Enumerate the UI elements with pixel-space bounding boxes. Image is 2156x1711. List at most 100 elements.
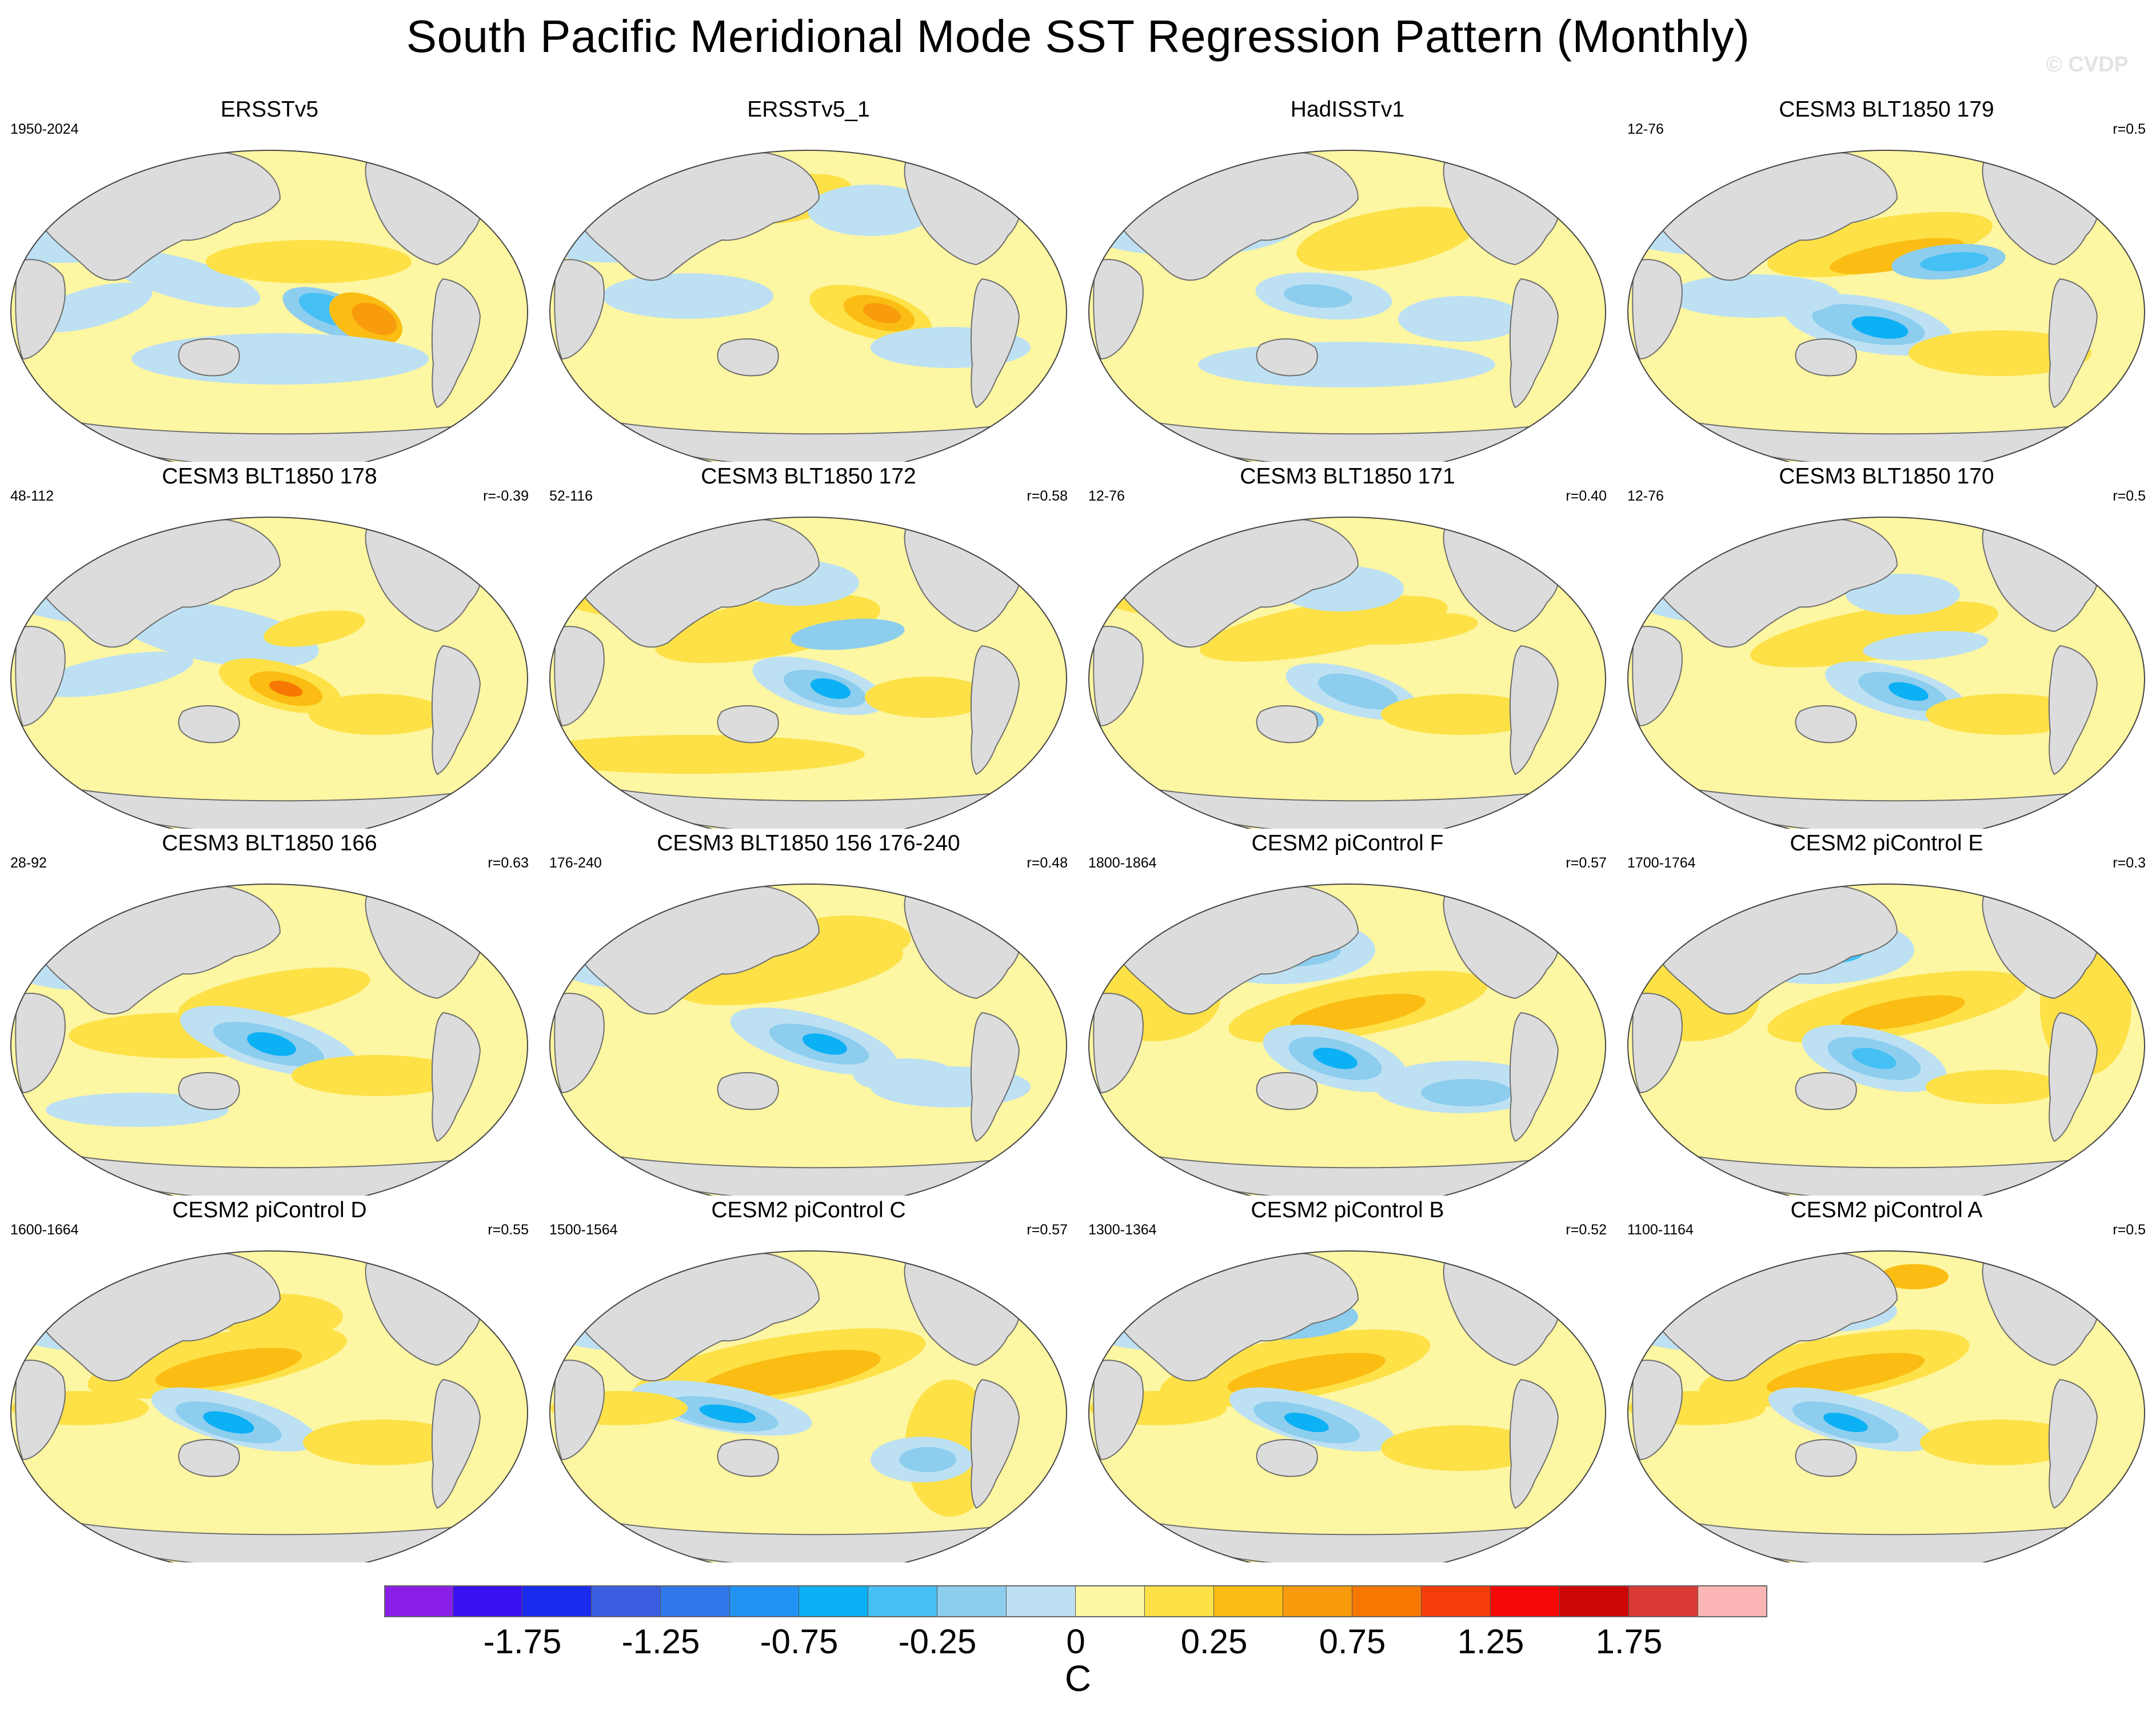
sst-regression-map — [1627, 150, 2145, 462]
map-border — [1627, 884, 2145, 1196]
colorbar-swatch — [1145, 1585, 1214, 1617]
colorbar-swatch — [1007, 1585, 1076, 1617]
colorbar-tick-label: 0.25 — [1180, 1622, 1248, 1661]
sst-anomaly-contour — [46, 1093, 229, 1127]
colorbar-tick-label: -1.75 — [483, 1622, 562, 1661]
sst-anomaly-contour — [1926, 1070, 2063, 1104]
continent-landmass — [717, 338, 779, 377]
panel-pattern-correlation: r=0.55 — [488, 1222, 529, 1238]
sst-anomaly-contour — [1852, 1048, 1897, 1069]
colorbar-unit: C — [1064, 1658, 1092, 1699]
panel-pattern-correlation: r=0.63 — [488, 855, 529, 871]
continent-landmass — [509, 1253, 528, 1285]
map-border — [1088, 150, 1606, 462]
colorbar-swatch — [799, 1585, 868, 1617]
continent-landmass — [431, 1012, 481, 1142]
sst-anomaly-contour — [810, 678, 851, 699]
panel-years: 176-240 — [549, 855, 602, 871]
panel-years: 1950-2024 — [10, 121, 79, 137]
colorbar-swatch — [522, 1585, 592, 1617]
map-panel: CESM3 BLT1850 156 176-240 176-240 r=0.48 — [539, 830, 1078, 1196]
sst-anomaly-contour — [1381, 694, 1541, 735]
sst-anomaly-contour — [790, 618, 905, 650]
sst-anomaly-contour — [1336, 221, 1438, 257]
map-panel: CESM2 piControl D 1600-1664 r=0.55 — [0, 1197, 539, 1562]
sst-anomaly-contour — [1198, 342, 1495, 387]
colorbar-tick-label: -0.75 — [760, 1622, 839, 1661]
sst-anomaly-contour — [550, 735, 865, 774]
continent-landmass — [1587, 519, 1606, 551]
continent-landmass — [1256, 705, 1318, 743]
panel-title: CESM2 piControl B — [1251, 1198, 1444, 1222]
sst-anomaly-contour — [263, 610, 365, 647]
map-panel: CESM3 BLT1850 171 12-76 r=0.40 — [1078, 463, 1617, 829]
sst-anomaly-contour — [247, 1032, 296, 1056]
continent-landmass — [178, 705, 240, 743]
panel-title: CESM2 piControl A — [1790, 1198, 1983, 1222]
continent-landmass — [178, 338, 240, 377]
sst-anomaly-contour — [1228, 1353, 1386, 1395]
map-panel: CESM2 piControl B 1300-1364 r=0.52 — [1078, 1197, 1617, 1562]
panel-years: 1100-1164 — [1627, 1222, 1694, 1238]
sst-anomaly-contour — [1313, 1048, 1358, 1069]
colorbar-tick-label: 1.75 — [1595, 1622, 1663, 1661]
map-border — [1627, 150, 2145, 462]
panel-title: CESM3 BLT1850 166 — [162, 831, 377, 856]
sst-anomaly-contour — [303, 1420, 463, 1465]
continent-landmass — [1093, 993, 1144, 1094]
panel-title: CESM2 piControl E — [1790, 831, 1983, 856]
colorbar-frame — [384, 1585, 1767, 1617]
colorbar-swatch — [1076, 1585, 1145, 1617]
map-border — [10, 517, 528, 829]
map-panel: CESM3 BLT1850 170 12-76 r=0.5 — [1617, 463, 2156, 829]
map-panel: ERSSTv5 1950-2024 — [0, 96, 539, 462]
continent-landmass — [1632, 259, 1683, 360]
colorbar-swatch — [1629, 1585, 1698, 1617]
sst-anomaly-contour — [203, 1411, 254, 1434]
sst-anomaly-contour — [1863, 631, 1989, 661]
panel-pattern-correlation: r=0.57 — [1027, 1222, 1068, 1238]
colorbar-tick-label: -1.25 — [621, 1622, 700, 1661]
continent-landmass — [2126, 886, 2145, 918]
panel-title: CESM3 BLT1850 171 — [1240, 464, 1455, 489]
sst-anomaly-contour — [1284, 1412, 1329, 1433]
continent-landmass — [970, 645, 1020, 775]
sst-anomaly-contour — [155, 1348, 302, 1389]
sst-regression-map — [549, 517, 1067, 829]
continent-landmass — [1795, 1072, 1857, 1110]
map-border — [549, 884, 1067, 1196]
sst-regression-map — [549, 150, 1067, 462]
continent-landmass — [1048, 152, 1067, 185]
figure-title: South Pacific Meridional Mode SST Regres… — [406, 11, 1750, 62]
panel-title: CESM3 BLT1850 178 — [162, 464, 377, 489]
map-border — [549, 150, 1067, 462]
colorbar-swatch — [453, 1585, 522, 1617]
map-panel: CESM3 BLT1850 179 12-76 r=0.5 — [1617, 96, 2156, 462]
sst-anomaly-contour — [131, 333, 429, 385]
continent-landmass — [178, 1072, 240, 1110]
sst-anomaly-contour — [1851, 316, 1909, 339]
continent-landmass — [1048, 1253, 1067, 1285]
panel-years: 28-92 — [10, 855, 47, 871]
sst-anomaly-contour — [1668, 274, 1840, 318]
panel-pattern-correlation: r=0.3 — [2113, 855, 2146, 871]
continent-landmass — [15, 993, 66, 1094]
sst-anomaly-contour — [654, 594, 881, 663]
colorbar-swatch — [1698, 1585, 1767, 1617]
panel-pattern-correlation: r=0.40 — [1566, 488, 1607, 504]
continent-landmass — [1256, 1438, 1318, 1477]
sst-anomaly-contour — [292, 1055, 463, 1096]
continent-landmass — [1632, 993, 1683, 1094]
panel-years: 12-76 — [1088, 488, 1125, 504]
continent-landmass — [1048, 886, 1067, 918]
sst-regression-map — [10, 517, 528, 829]
continent-landmass — [1093, 1360, 1144, 1461]
panel-pattern-correlation: r=0.5 — [2113, 488, 2146, 504]
panel-pattern-correlation: r=0.57 — [1566, 855, 1607, 871]
continent-landmass — [1093, 259, 1144, 360]
map-panel: CESM2 piControl E 1700-1764 r=0.3 — [1617, 830, 2156, 1196]
continent-landmass — [2126, 152, 2145, 185]
sst-anomaly-contour — [1284, 284, 1352, 308]
colorbar-swatch — [384, 1585, 453, 1617]
sst-anomaly-contour — [863, 303, 901, 323]
